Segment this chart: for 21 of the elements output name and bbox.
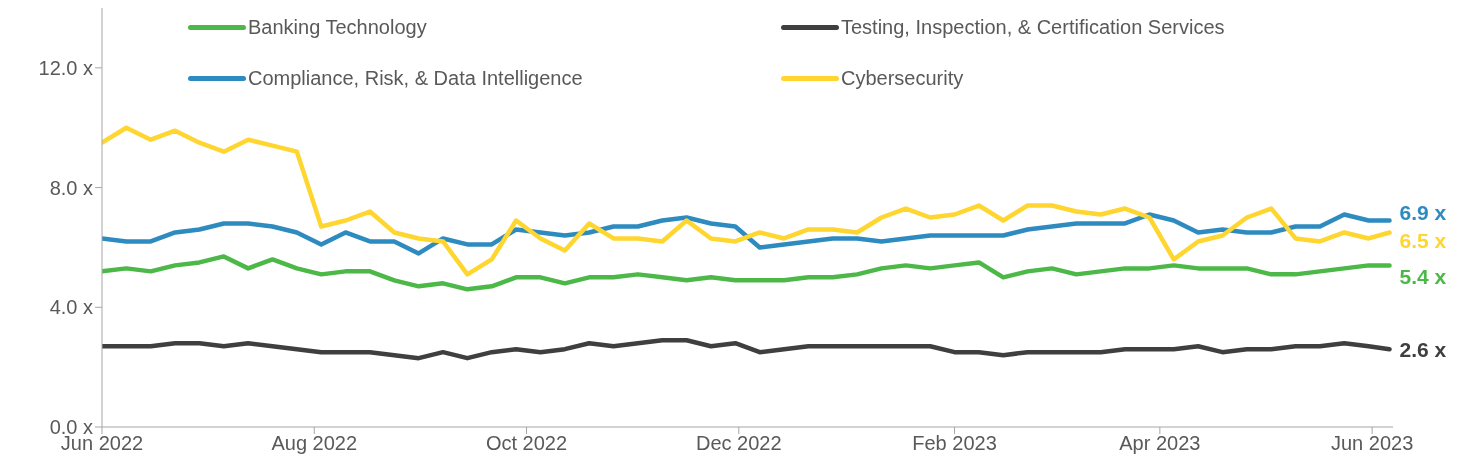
legend-label: Cybersecurity (841, 67, 964, 90)
y-tick-label: 8.0 x (49, 176, 93, 199)
line-series (102, 254, 1392, 292)
x-tick-label: Dec 2022 (695, 432, 782, 455)
line-series (102, 337, 1392, 361)
legend-label: Banking Technology (248, 16, 427, 39)
legend-label: Compliance, Risk, & Data Intelligence (248, 67, 583, 90)
legend-label: Testing, Inspection, & Certification Services (841, 16, 1225, 39)
annotation: 6.5 x (1399, 228, 1447, 252)
y-tick-label: 12.0 x (38, 56, 93, 79)
annotation: 6.9 x (1399, 200, 1447, 224)
x-tick-label: Oct 2022 (485, 432, 568, 455)
line-series (102, 125, 1392, 277)
x-tick-label: Aug 2022 (271, 432, 358, 455)
x-tick-label: Feb 2023 (912, 432, 997, 455)
y-tick-label: 4.0 x (49, 296, 93, 319)
annotation: 2.6 x (1399, 337, 1447, 361)
x-tick-label: Jun 2023 (1330, 432, 1414, 455)
annotation: 5.4 x (1399, 264, 1447, 288)
line-series (102, 212, 1392, 256)
x-tick-label: Apr 2023 (1119, 432, 1201, 455)
